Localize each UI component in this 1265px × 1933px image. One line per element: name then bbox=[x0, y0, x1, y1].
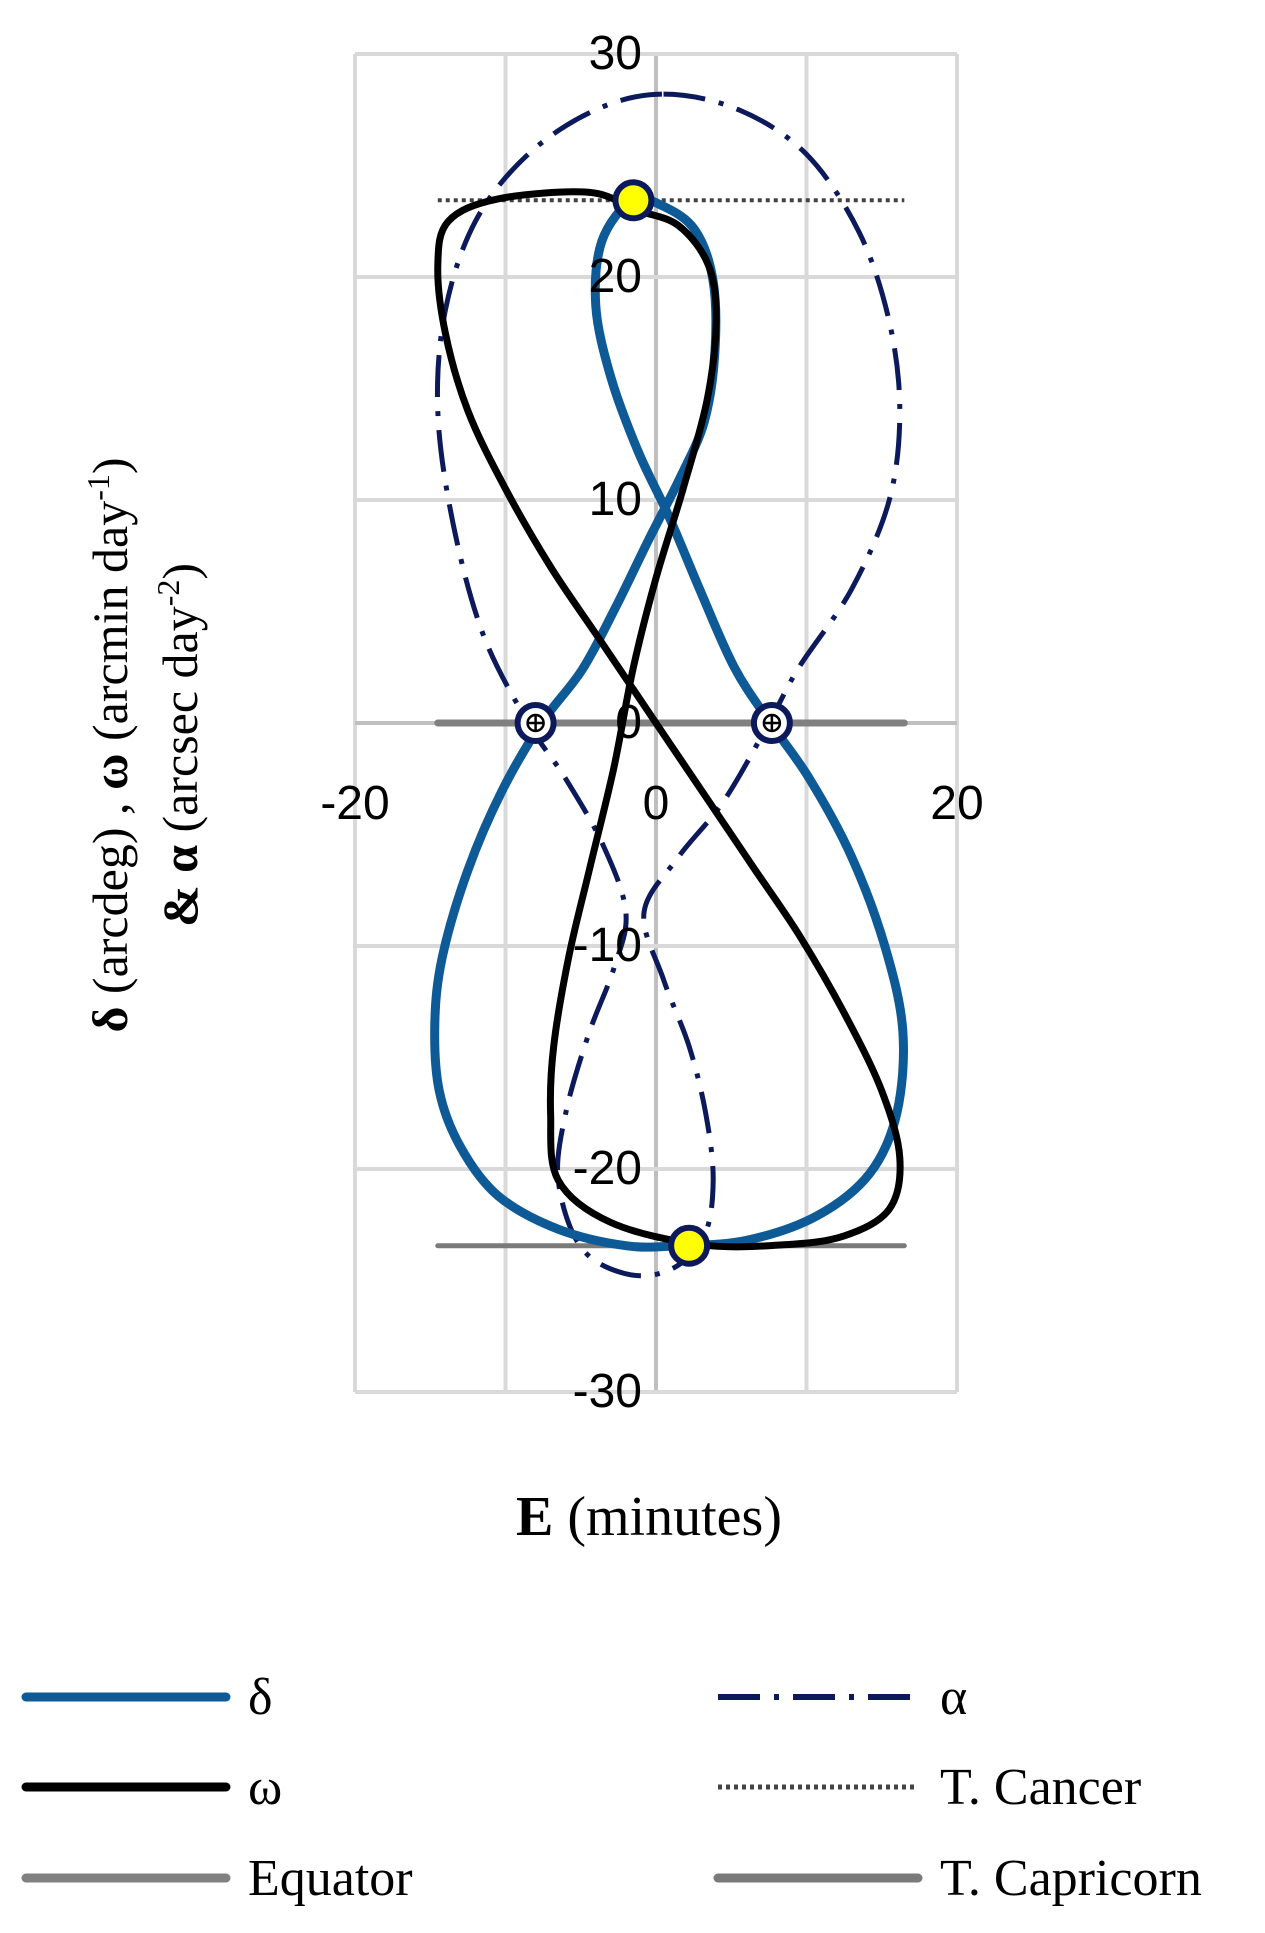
y-axis-title-run: -1 bbox=[80, 474, 116, 501]
y-axis-title: δ (arcdeg) , ω (arcmin day-1) & α (arcse… bbox=[80, 457, 208, 1032]
series-omega-line bbox=[434, 188, 904, 1251]
legend-label: δ bbox=[248, 1669, 273, 1726]
legend: δ α ω T. Cancer Equator T. Capricorn bbox=[21, 1669, 1202, 1907]
y-tick-label: -30 bbox=[573, 1365, 642, 1418]
legend-item-cancer: T. Cancer bbox=[718, 1759, 1141, 1816]
y-axis-title-run: ω bbox=[82, 753, 138, 790]
legend-item-equator: Equator bbox=[21, 1850, 413, 1907]
equinox-marker bbox=[514, 702, 557, 744]
markers bbox=[514, 179, 793, 1267]
y-axis-title-run: (arcdeg) , bbox=[82, 790, 138, 1007]
legend-label: ω bbox=[248, 1759, 282, 1816]
y-axis-title-run: & bbox=[152, 873, 208, 927]
y-axis-title-line2: & α (arcsec day-2) bbox=[150, 563, 208, 927]
tick-labels: -30 -20 -10 0 10 20 30 -20 0 20 bbox=[320, 27, 983, 1418]
legend-item-omega: ω bbox=[21, 1759, 282, 1816]
solstice-marker bbox=[612, 179, 655, 222]
y-axis-title-run: -2 bbox=[150, 580, 186, 607]
x-axis-title: E (minutes) bbox=[516, 1486, 782, 1548]
solstice-marker bbox=[668, 1224, 711, 1267]
x-tick-label: 20 bbox=[930, 777, 983, 830]
series-lines bbox=[430, 91, 908, 1279]
x-axis-title-bold: E bbox=[516, 1486, 553, 1548]
y-tick-label: -10 bbox=[573, 919, 642, 972]
series-delta-line bbox=[430, 193, 908, 1252]
x-tick-label: -20 bbox=[320, 777, 389, 830]
legend-label: α bbox=[940, 1669, 967, 1726]
y-axis-title-run: δ bbox=[82, 1007, 138, 1033]
legend-label: T. Capricorn bbox=[940, 1850, 1202, 1907]
grid bbox=[353, 52, 959, 1394]
x-axis-title-rest: (minutes) bbox=[553, 1486, 782, 1548]
x-tick-label: 0 bbox=[643, 777, 670, 830]
y-axis-title-run: ) bbox=[152, 563, 208, 580]
y-axis-title-line1: δ (arcdeg) , ω (arcmin day-1) bbox=[80, 457, 138, 1032]
y-tick-label: 20 bbox=[589, 250, 642, 303]
y-tick-label: -20 bbox=[573, 1142, 642, 1195]
legend-item-alpha: α bbox=[718, 1669, 967, 1726]
y-axis-title-run: (arcsec day bbox=[152, 606, 208, 845]
y-tick-label: 30 bbox=[589, 27, 642, 80]
equinox-marker bbox=[750, 702, 793, 744]
y-axis-title-run: ) bbox=[82, 457, 138, 474]
legend-label: T. Cancer bbox=[940, 1759, 1141, 1816]
legend-item-capricorn: T. Capricorn bbox=[713, 1850, 1202, 1907]
y-tick-label: 0 bbox=[615, 696, 642, 749]
legend-item-delta: δ bbox=[21, 1669, 273, 1726]
y-axis-title-run: α bbox=[152, 845, 208, 873]
reference-lines bbox=[434, 198, 908, 1249]
y-tick-label: 10 bbox=[589, 473, 642, 526]
y-axis-title-run: (arcmin day bbox=[82, 501, 138, 754]
legend-label: Equator bbox=[248, 1850, 413, 1907]
